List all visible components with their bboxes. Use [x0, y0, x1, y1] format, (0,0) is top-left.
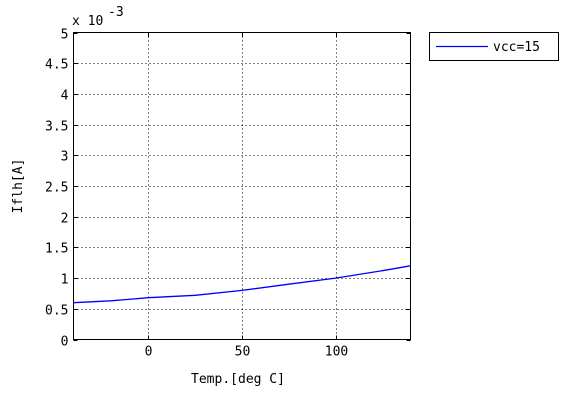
y-scale-power: -3 — [108, 5, 124, 20]
series-layer — [73, 265, 411, 304]
y-axis-label: Iflh[A] — [11, 159, 26, 214]
y-tick-label: 4 — [61, 89, 69, 104]
axis-ticks: 0 50 100 0 0.5 1 1.5 2 2.5 3 3.5 4 4.5 5 — [45, 28, 411, 360]
y-tick-label: 2.5 — [45, 181, 68, 196]
x-tick-label: 50 — [235, 345, 251, 360]
series-line — [73, 265, 411, 304]
y-scale-exponent: x 10 — [72, 14, 103, 29]
x-tick-label: 0 — [145, 345, 153, 360]
y-tick-label: 1.5 — [45, 242, 68, 257]
x-axis-label: Temp.[deg C] — [191, 372, 285, 387]
x-tick-label: 100 — [325, 345, 348, 360]
y-tick-label: 0 — [61, 335, 69, 350]
y-tick-label: 3 — [61, 150, 69, 165]
legend-series-label: vcc=15 — [493, 40, 540, 55]
y-tick-label: 3.5 — [45, 120, 68, 135]
grid-lines — [73, 32, 411, 340]
legend: vcc=15 — [429, 32, 559, 61]
y-tick-label: 2 — [61, 212, 69, 227]
y-tick-label: 0.5 — [45, 304, 68, 319]
y-tick-label: 1 — [61, 273, 69, 288]
y-tick-label: 5 — [61, 28, 69, 43]
y-tick-label: 4.5 — [45, 58, 68, 73]
